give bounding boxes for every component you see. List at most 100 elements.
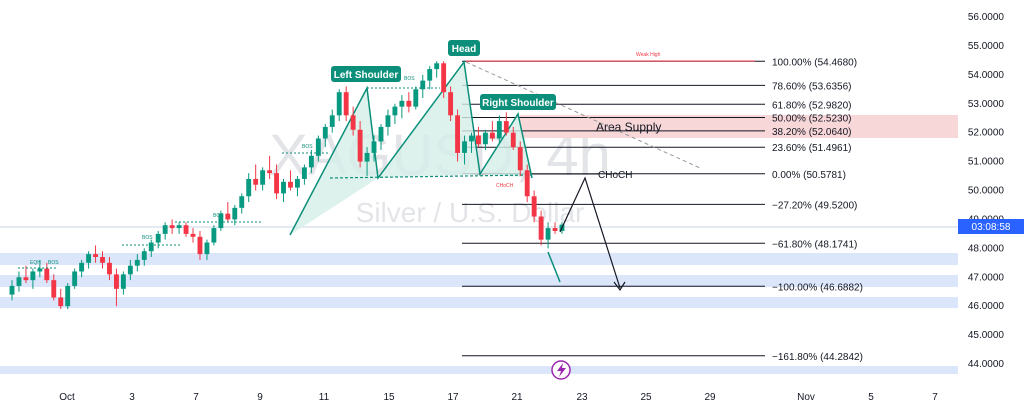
right-shoulder-tag-bg: [480, 94, 556, 110]
candle-body: [141, 251, 147, 260]
candle-body: [9, 285, 15, 295]
candle: [469, 132, 474, 153]
y-tick-label: 55.0000: [968, 41, 1005, 52]
bos-label-1: BOS: [48, 260, 59, 266]
candle: [392, 103, 398, 124]
fib-level-label: −100.00% (46.6882): [772, 282, 863, 293]
candle-body: [531, 196, 537, 217]
bos-label-2: BOS: [142, 235, 153, 241]
current-price-tag: 03:08:58: [958, 219, 1024, 234]
projection-drop-line: [547, 251, 561, 283]
candle: [79, 259, 85, 278]
candle-body: [267, 170, 273, 174]
weak-high-label: Weak High: [636, 52, 661, 58]
candle-body: [239, 196, 245, 208]
area-supply-zone: [520, 115, 958, 138]
candle-body: [246, 178, 252, 197]
y-tick-label: 47.0000: [968, 272, 1005, 283]
candle-body: [93, 254, 98, 258]
candle: [295, 176, 300, 197]
candle-body: [336, 92, 342, 116]
candle: [378, 123, 384, 151]
candle-body: [281, 181, 286, 194]
y-axis[interactable]: 56.0000 55.0000 54.0000 53.0000 52.0000 51.00…: [958, 0, 1024, 416]
candle: [322, 123, 328, 148]
candles: [9, 61, 565, 310]
candle-body: [476, 135, 481, 145]
candle: [482, 129, 488, 151]
current-price-tag-bg: [958, 219, 1024, 234]
fib-level-label: 0.00% (50.5781): [772, 170, 846, 181]
candle-body: [86, 254, 92, 263]
candle: [538, 210, 544, 246]
candle: [406, 92, 412, 113]
candle: [267, 155, 273, 179]
candle: [413, 86, 419, 110]
x-tick-label: 3: [129, 392, 135, 403]
candle-body: [503, 121, 509, 133]
candle: [93, 245, 98, 263]
candle: [503, 112, 509, 136]
candle-body: [322, 126, 328, 139]
candle: [176, 222, 182, 234]
candle-body: [225, 213, 231, 220]
candle: [329, 109, 335, 133]
candle-body: [37, 268, 43, 272]
candle: [315, 135, 321, 162]
candle-body: [113, 274, 119, 289]
head-tag: Head: [448, 40, 480, 56]
candle: [260, 167, 266, 191]
candle: [420, 74, 426, 98]
x-tick-label: 15: [383, 392, 395, 403]
projection-path: [559, 176, 621, 289]
candle-body: [169, 225, 175, 229]
left-shoulder-tag-bg: [331, 66, 401, 82]
x-tick-label: 7: [193, 392, 199, 403]
fibonacci-levels: 100.00% (54.4680) 78.60% (53.6356) 61.80% …: [462, 57, 863, 363]
candle: [65, 283, 71, 310]
candle: [343, 86, 349, 122]
candle-body: [295, 178, 300, 188]
candle: [225, 202, 231, 223]
candle-body: [406, 100, 412, 107]
candle-body: [399, 100, 405, 107]
candle-body: [427, 69, 433, 81]
x-tick-label: 9: [257, 392, 263, 403]
candle: [524, 164, 530, 203]
choch-small-label: CHoCH: [496, 183, 514, 189]
candle: [545, 222, 551, 249]
candle-body: [350, 115, 356, 130]
candle: [308, 150, 314, 174]
candle-body: [489, 132, 495, 139]
candle-body: [357, 129, 363, 162]
head-fill: [378, 62, 480, 178]
right-shoulder-tag: Right Shoulder: [480, 94, 556, 110]
candle-body: [552, 228, 558, 231]
candle-body: [308, 155, 314, 168]
candle: [434, 61, 440, 78]
candle-body: [288, 181, 293, 188]
candle: [51, 274, 57, 301]
fib-level-label: 23.60% (51.4961): [772, 143, 852, 154]
lightning-icon[interactable]: [551, 360, 571, 380]
candle: [197, 230, 203, 260]
candle: [455, 109, 461, 162]
candle-body: [371, 141, 377, 153]
x-axis[interactable]: Oct 3 7 9 11 15 17 21 23 25 29 Nov 5 7: [59, 392, 938, 403]
eqh-label: EQH: [30, 260, 41, 266]
bos-label-3: BOS: [213, 213, 224, 219]
choch-label: CHoCH: [598, 170, 632, 181]
candle: [399, 95, 405, 119]
x-tick-label: 17: [447, 392, 459, 403]
x-tick-label: 7: [932, 392, 938, 403]
candle-body: [120, 274, 126, 289]
candle-body: [385, 115, 391, 127]
candle: [336, 89, 342, 122]
candle-body: [538, 216, 544, 240]
x-tick-label: Nov: [797, 392, 815, 403]
candle: [288, 170, 293, 191]
demand-zone-middle: [0, 275, 958, 287]
candle-body: [16, 277, 22, 286]
candle-body: [482, 132, 488, 145]
